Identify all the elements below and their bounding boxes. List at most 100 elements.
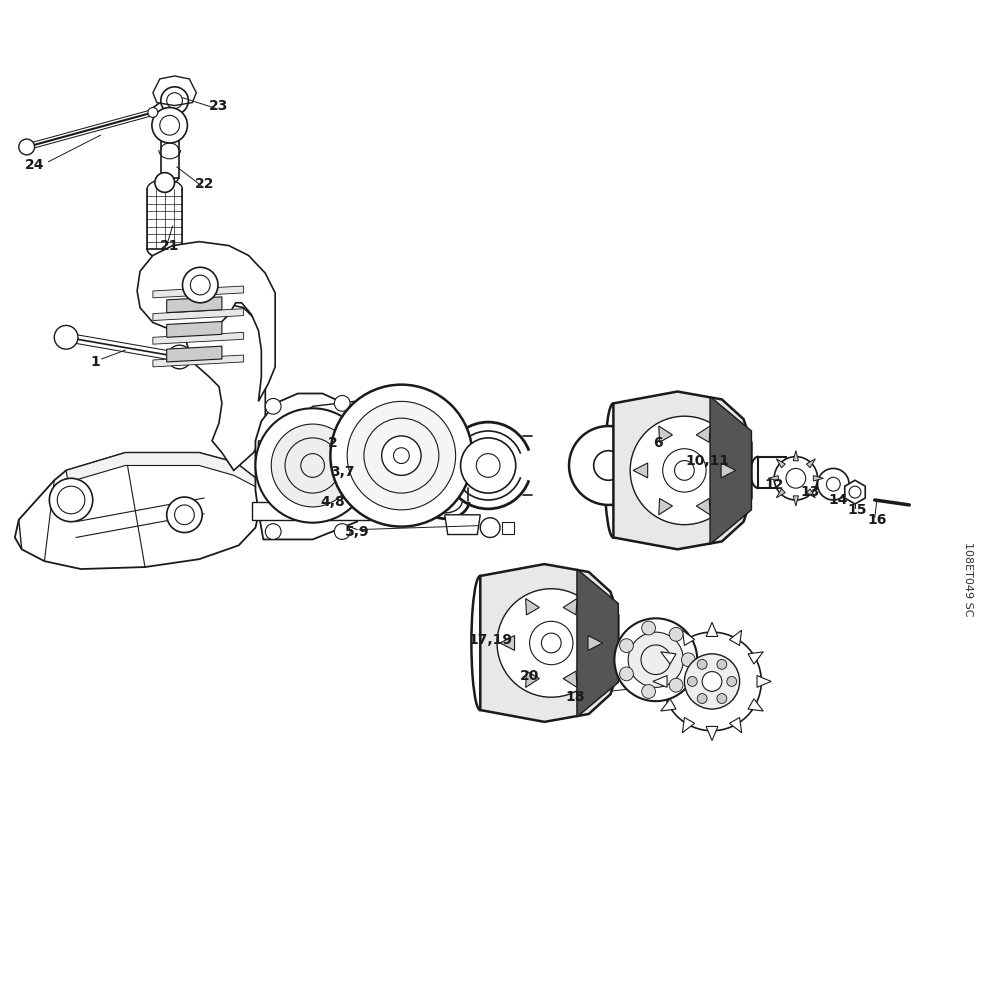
Circle shape xyxy=(530,621,573,665)
Circle shape xyxy=(614,618,697,701)
Polygon shape xyxy=(721,463,736,478)
Polygon shape xyxy=(710,396,751,544)
Polygon shape xyxy=(167,322,222,337)
Circle shape xyxy=(669,627,683,641)
Circle shape xyxy=(663,449,706,492)
Polygon shape xyxy=(167,346,222,362)
Polygon shape xyxy=(748,699,763,711)
Circle shape xyxy=(271,424,354,507)
Circle shape xyxy=(19,139,35,155)
Text: 3,7: 3,7 xyxy=(330,465,354,479)
Text: 2: 2 xyxy=(327,436,337,450)
Polygon shape xyxy=(153,355,244,367)
Text: 6: 6 xyxy=(653,436,663,450)
Text: 22: 22 xyxy=(194,177,214,191)
Polygon shape xyxy=(502,522,514,534)
Text: 4,8: 4,8 xyxy=(320,495,345,509)
Polygon shape xyxy=(813,476,823,481)
Polygon shape xyxy=(153,76,196,106)
Polygon shape xyxy=(255,393,370,539)
Text: 10,11: 10,11 xyxy=(685,454,729,468)
Polygon shape xyxy=(706,726,718,741)
Polygon shape xyxy=(659,426,672,442)
Polygon shape xyxy=(659,498,672,515)
Text: 5,9: 5,9 xyxy=(345,525,369,539)
Polygon shape xyxy=(167,297,222,313)
Text: 108ET049 SC: 108ET049 SC xyxy=(963,542,973,616)
Circle shape xyxy=(717,694,727,703)
Polygon shape xyxy=(66,453,258,488)
Polygon shape xyxy=(757,676,771,687)
Polygon shape xyxy=(613,392,751,549)
Circle shape xyxy=(49,478,93,522)
Circle shape xyxy=(717,659,727,669)
Circle shape xyxy=(594,451,623,480)
Polygon shape xyxy=(186,303,265,470)
Polygon shape xyxy=(776,459,785,468)
Text: 12: 12 xyxy=(764,478,784,492)
Circle shape xyxy=(663,632,761,731)
Polygon shape xyxy=(793,451,798,461)
Text: 20: 20 xyxy=(520,669,539,683)
Polygon shape xyxy=(563,599,577,615)
Circle shape xyxy=(265,398,281,414)
Circle shape xyxy=(54,325,78,349)
Polygon shape xyxy=(768,476,778,481)
Polygon shape xyxy=(258,401,370,456)
Circle shape xyxy=(669,678,683,692)
Polygon shape xyxy=(776,489,785,498)
Polygon shape xyxy=(445,515,480,535)
Polygon shape xyxy=(696,426,710,442)
Polygon shape xyxy=(563,671,577,687)
Polygon shape xyxy=(706,622,718,636)
Polygon shape xyxy=(661,699,676,711)
Text: 23: 23 xyxy=(209,99,229,113)
Circle shape xyxy=(265,524,281,539)
Text: 14: 14 xyxy=(828,493,848,507)
Circle shape xyxy=(152,108,187,143)
Circle shape xyxy=(620,639,633,653)
Circle shape xyxy=(697,659,707,669)
Circle shape xyxy=(461,438,516,493)
Circle shape xyxy=(630,416,739,525)
Circle shape xyxy=(774,457,818,500)
Polygon shape xyxy=(729,717,742,733)
Polygon shape xyxy=(480,564,618,722)
Circle shape xyxy=(334,395,350,411)
Circle shape xyxy=(480,518,500,537)
Circle shape xyxy=(569,426,648,505)
Circle shape xyxy=(497,589,606,697)
Circle shape xyxy=(818,468,849,500)
Polygon shape xyxy=(500,636,515,650)
Polygon shape xyxy=(588,636,603,650)
Polygon shape xyxy=(577,569,618,717)
Circle shape xyxy=(255,408,370,523)
Polygon shape xyxy=(845,480,865,504)
Polygon shape xyxy=(526,671,539,687)
Polygon shape xyxy=(252,502,370,520)
Text: 21: 21 xyxy=(160,239,179,253)
Text: 16: 16 xyxy=(867,513,886,527)
Circle shape xyxy=(642,685,655,698)
Polygon shape xyxy=(153,332,244,344)
Circle shape xyxy=(334,524,350,539)
Polygon shape xyxy=(729,630,742,645)
Circle shape xyxy=(620,667,633,681)
Polygon shape xyxy=(661,652,676,664)
Polygon shape xyxy=(653,676,667,687)
Polygon shape xyxy=(806,459,815,468)
Circle shape xyxy=(642,621,655,635)
Circle shape xyxy=(628,632,683,687)
Circle shape xyxy=(727,677,737,686)
Text: 1: 1 xyxy=(91,355,101,369)
Circle shape xyxy=(702,672,722,691)
Circle shape xyxy=(167,497,202,533)
Polygon shape xyxy=(526,599,539,615)
Polygon shape xyxy=(758,457,786,488)
Circle shape xyxy=(347,401,456,510)
Polygon shape xyxy=(696,498,710,515)
Text: 15: 15 xyxy=(847,503,867,517)
Circle shape xyxy=(148,108,158,117)
Polygon shape xyxy=(137,242,275,401)
Polygon shape xyxy=(793,496,798,506)
